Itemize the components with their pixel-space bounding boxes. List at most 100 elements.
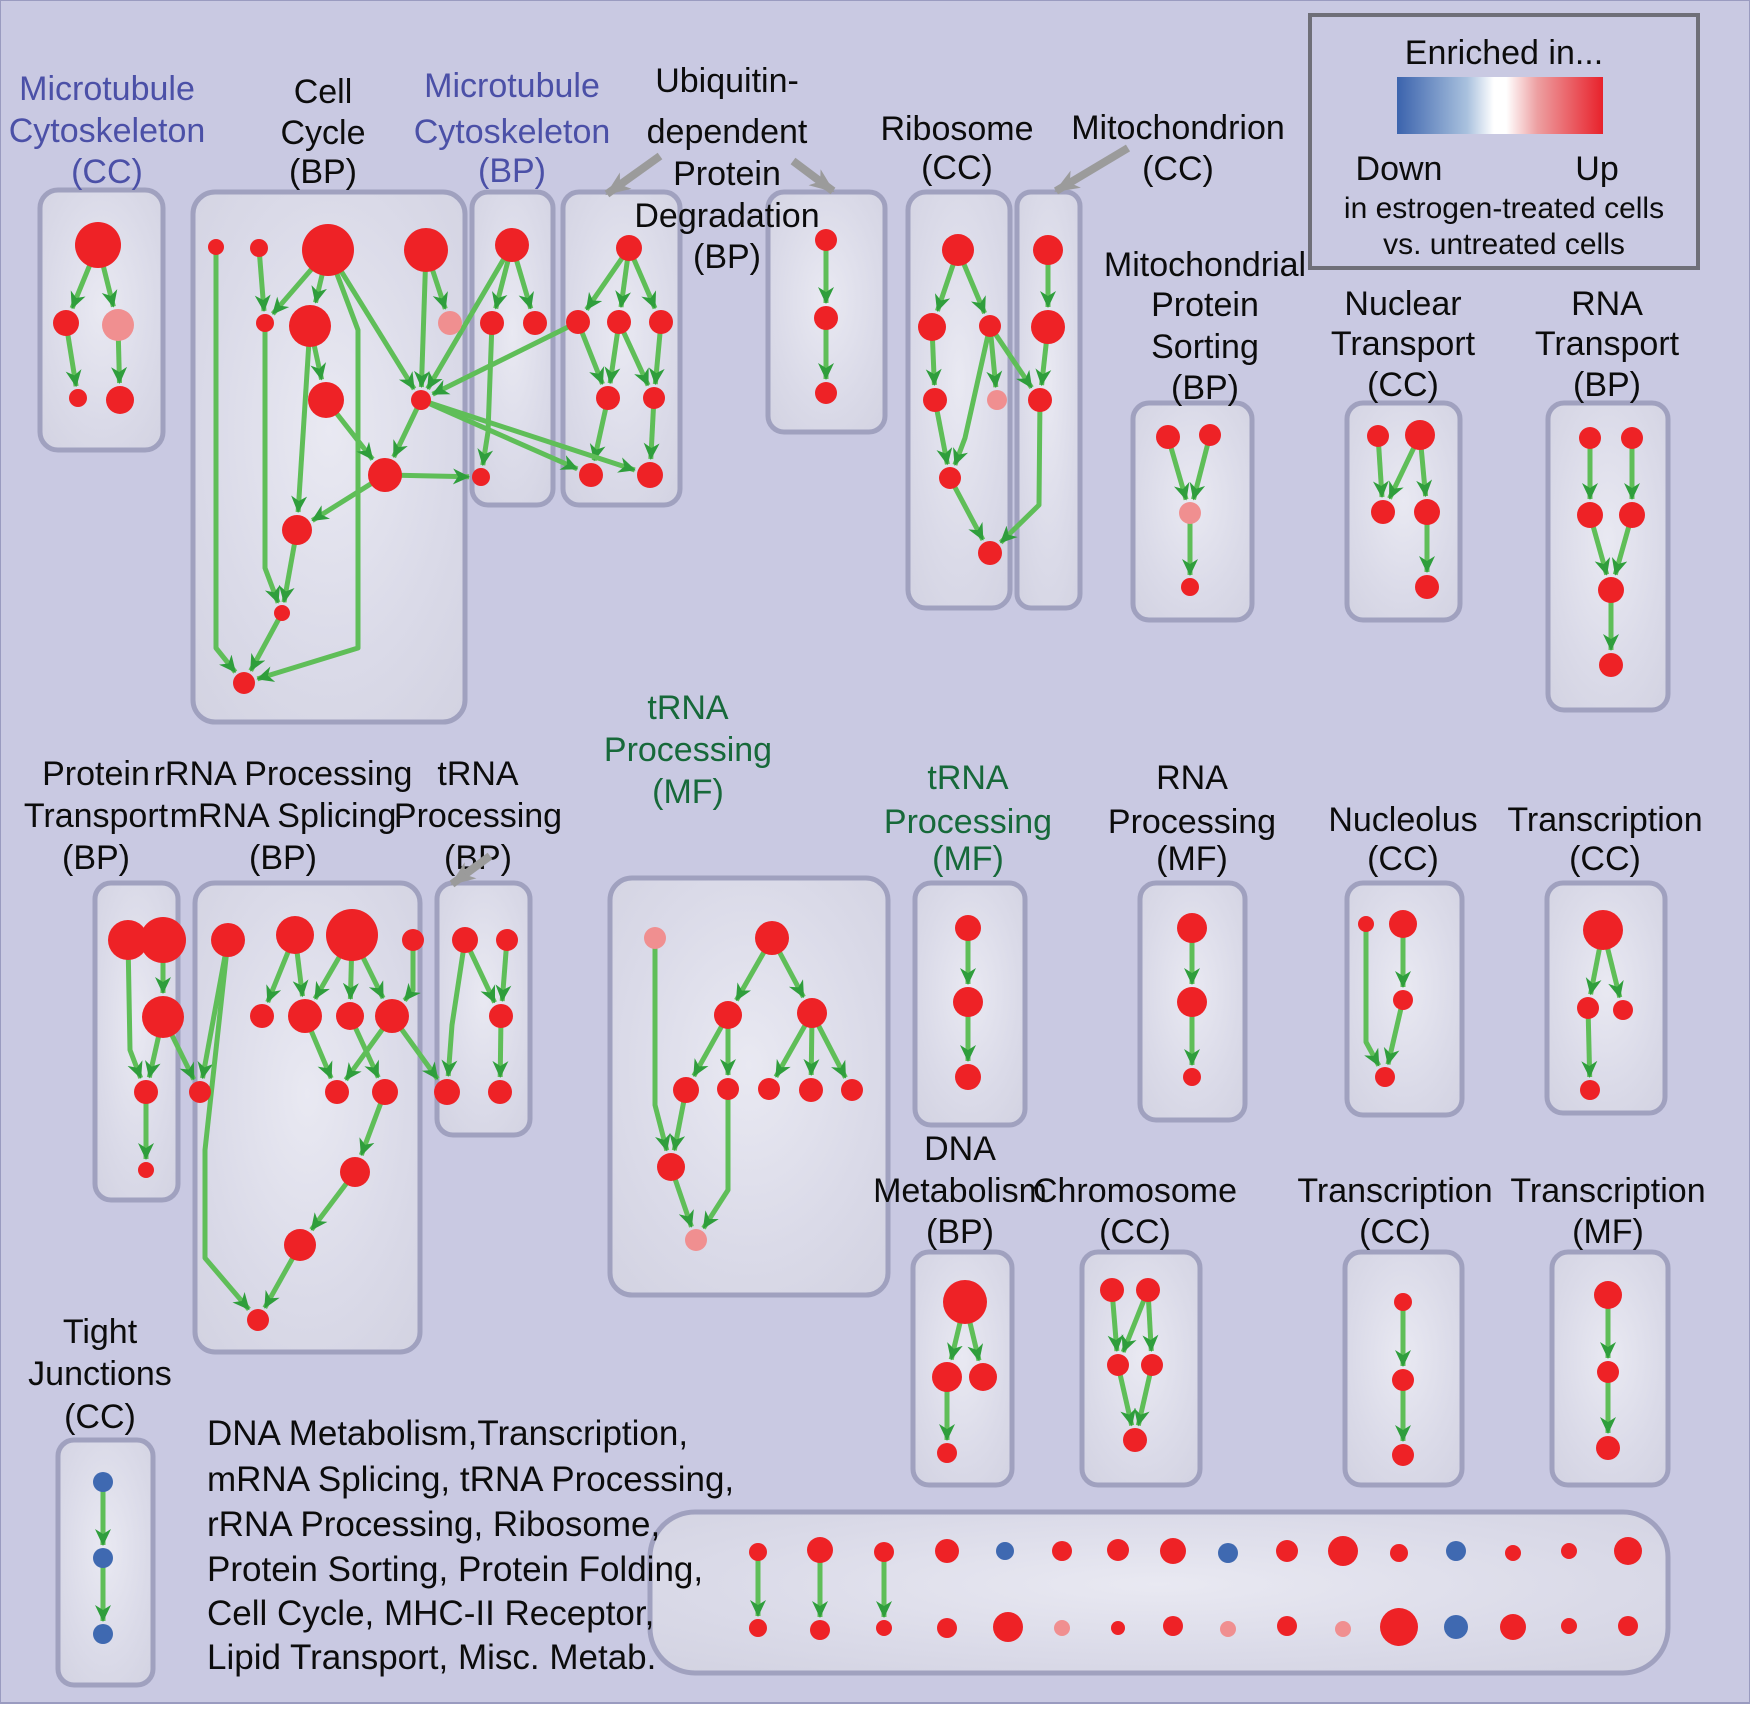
cluster-label-microtubule-cytoskeleton-cc-line-1: Cytoskeleton (9, 112, 206, 150)
cluster-label-nuclear-transport-cc-line-0: Nuclear (1344, 285, 1461, 323)
cluster-label-rna-processing-mf-line-2: (MF) (1156, 840, 1228, 878)
node-ubiquitin-dependent-protein-degradation-bp-1 (566, 310, 590, 334)
mitochondrion-label-arrow (1053, 144, 1131, 195)
node-ribosome-cc-1 (918, 313, 946, 341)
node-rna-transport-bp-0 (1579, 427, 1601, 449)
cluster-label-microtubule-cytoskeleton-bp-line-2: (BP) (478, 152, 546, 190)
cluster-label-rna-processing-mf-line-1: Processing (1108, 803, 1276, 841)
node-misc-bottom-20 (993, 1612, 1023, 1642)
node-rna-transport-bp-4 (1598, 577, 1624, 603)
cluster-label-trna-processing-bp-line-2: (BP) (444, 839, 512, 877)
edge-cell-cycle-bp-12 (391, 404, 421, 459)
node-rrna-processing-mrna-splicing-bp-12 (284, 1229, 316, 1261)
edge-rna-transport-bp-3 (1611, 523, 1633, 576)
edge-rrna-processing-mrna-splicing-bp-1 (202, 952, 251, 1312)
cluster-label-trna-processing-mf-2-line-2: (MF) (932, 840, 1004, 878)
node-microtubule-cytoskeleton-bp-1 (480, 311, 504, 335)
node-trna-processing-mf-1-1 (755, 921, 789, 955)
edge-mitochondrion-cc-1 (1035, 339, 1052, 387)
cross-edge-2 (425, 400, 579, 472)
cluster-box-transcription-cc-2 (1342, 1249, 1465, 1488)
edge-rrna-processing-mrna-splicing-bp-6 (359, 953, 386, 1000)
cross-edge-3 (425, 399, 636, 473)
node-rrna-processing-mrna-splicing-bp-8 (189, 1081, 211, 1103)
node-misc-bottom-18 (876, 1620, 892, 1636)
edge-nuclear-transport-cc-0 (1372, 442, 1389, 498)
cross-edge-6 (998, 407, 1043, 545)
node-nuclear-transport-cc-0 (1367, 425, 1389, 447)
node-rrna-processing-mrna-splicing-bp-1 (276, 916, 314, 954)
edge-rrna-processing-mrna-splicing-bp-3 (292, 949, 309, 998)
node-ribosome-cc-5 (939, 467, 961, 489)
node-trna-processing-mf-2-0 (955, 915, 981, 941)
edge-cell-cycle-bp-6 (262, 328, 281, 604)
caption-line-5: Lipid Transport, Misc. Metab. (207, 1638, 656, 1677)
edge-ribosome-cc-3 (986, 332, 1003, 389)
edge-trna-processing-mf-1-1 (734, 948, 768, 1002)
node-nuclear-transport-cc-2 (1371, 500, 1395, 524)
node-cell-cycle-bp-4 (256, 314, 274, 332)
node-transcription-mf-2 (1596, 1436, 1620, 1460)
node-rrna-processing-mrna-splicing-bp-0 (211, 923, 245, 957)
node-trna-processing-bp-4 (488, 1080, 512, 1104)
node-misc-bottom-17 (810, 1620, 830, 1640)
node-tight-junctions-cc-2 (93, 1624, 113, 1644)
caption-line-1: mRNA Splicing, tRNA Processing, (207, 1460, 734, 1499)
cluster-label-cell-cycle-bp-line-2: (BP) (289, 153, 357, 191)
node-rrna-processing-mrna-splicing-bp-2 (326, 909, 378, 961)
edge-cell-cycle-bp-10 (429, 266, 448, 310)
cluster-label-trna-processing-mf-1-line-0: tRNA (647, 689, 729, 727)
cluster-label-nucleolus-cc-line-1: (CC) (1367, 840, 1439, 878)
edge-rrna-processing-mrna-splicing-bp-10 (343, 1025, 387, 1082)
edge-rrna-processing-mrna-splicing-bp-4 (312, 952, 344, 1000)
edge-rrna-processing-mrna-splicing-bp-7 (402, 947, 421, 1002)
edge-chromosome-cc-1 (1120, 1296, 1148, 1353)
edge-trna-processing-bp-3 (492, 1023, 509, 1078)
cross-edge-7 (168, 1031, 197, 1081)
node-misc-bottom-19 (937, 1618, 957, 1638)
edge-ubiquitin-dependent-protein-degradation-bp-7 (589, 405, 609, 462)
node-dna-metabolism-bp-0 (943, 1280, 987, 1324)
cluster-label-trna-processing-mf-1-line-2: (MF) (652, 773, 724, 811)
node-transcription-mf-0 (1594, 1281, 1622, 1309)
edge-trna-processing-bp-2 (441, 948, 467, 1077)
node-misc-bottom-7 (1160, 1538, 1186, 1564)
cluster-label-tight-junctions-cc-line-0: Tight (63, 1313, 138, 1351)
edge-cell-cycle-bp-7 (310, 342, 327, 381)
edge-chromosome-cc-0 (1107, 1297, 1124, 1352)
node-protein-transport-bp-3 (134, 1080, 158, 1104)
node-misc-bottom-8 (1218, 1543, 1238, 1563)
node-dna-metabolism-bp-3 (937, 1443, 957, 1463)
node-misc-bottom-2 (874, 1542, 894, 1562)
node-mitochondrial-protein-sorting-bp-1 (1199, 424, 1221, 446)
node-microtubule-cytoskeleton-cc-1 (53, 310, 79, 336)
edge-transcription-cc-1-0 (1585, 945, 1603, 996)
cluster-label-dna-metabolism-bp-line-2: (BP) (926, 1213, 994, 1251)
cluster-label-transcription-cc-1-line-1: (CC) (1569, 840, 1641, 878)
edge-trna-processing-mf-1-5 (773, 1021, 809, 1079)
edge-transcription-cc-1-1 (1604, 944, 1624, 999)
node-cell-cycle-bp-12 (233, 672, 255, 694)
node-microtubule-cytoskeleton-cc-4 (106, 386, 134, 414)
node-cell-cycle-bp-5 (289, 305, 331, 347)
node-misc-bottom-15 (1614, 1537, 1642, 1565)
node-rna-processing-mf-1 (1177, 987, 1207, 1017)
cross-edge-4 (397, 468, 470, 485)
node-chromosome-cc-2 (1107, 1354, 1129, 1376)
cluster-label-mitochondrial-protein-sorting-bp-line-3: (BP) (1171, 369, 1239, 407)
cluster-label-rna-processing-mf-line-0: RNA (1156, 759, 1228, 797)
cluster-label-ribosome-cc-line-1: (CC) (921, 149, 993, 187)
cluster-label-transcription-cc-2-line-0: Transcription (1297, 1172, 1492, 1210)
node-misc-bottom-9 (1276, 1540, 1298, 1562)
node-misc-bottom-22 (1111, 1621, 1125, 1635)
edge-ubiquitin-dependent-protein-degradation-bp-0 (584, 253, 626, 312)
edge-ribosome-cc-6 (951, 483, 986, 541)
cluster-box-nuclear-transport-cc (1344, 400, 1463, 623)
edge-rrna-processing-mrna-splicing-bp-0 (197, 952, 229, 1080)
edge-chromosome-cc-2 (1142, 1297, 1159, 1352)
ubiquitin-label-arrow (604, 152, 663, 198)
node-mitochondrial-protein-sorting-bp-3 (1181, 578, 1199, 596)
cluster-label-cell-cycle-bp-line-1: Cycle (280, 114, 365, 152)
node-transcription-mf-1 (1597, 1361, 1619, 1383)
